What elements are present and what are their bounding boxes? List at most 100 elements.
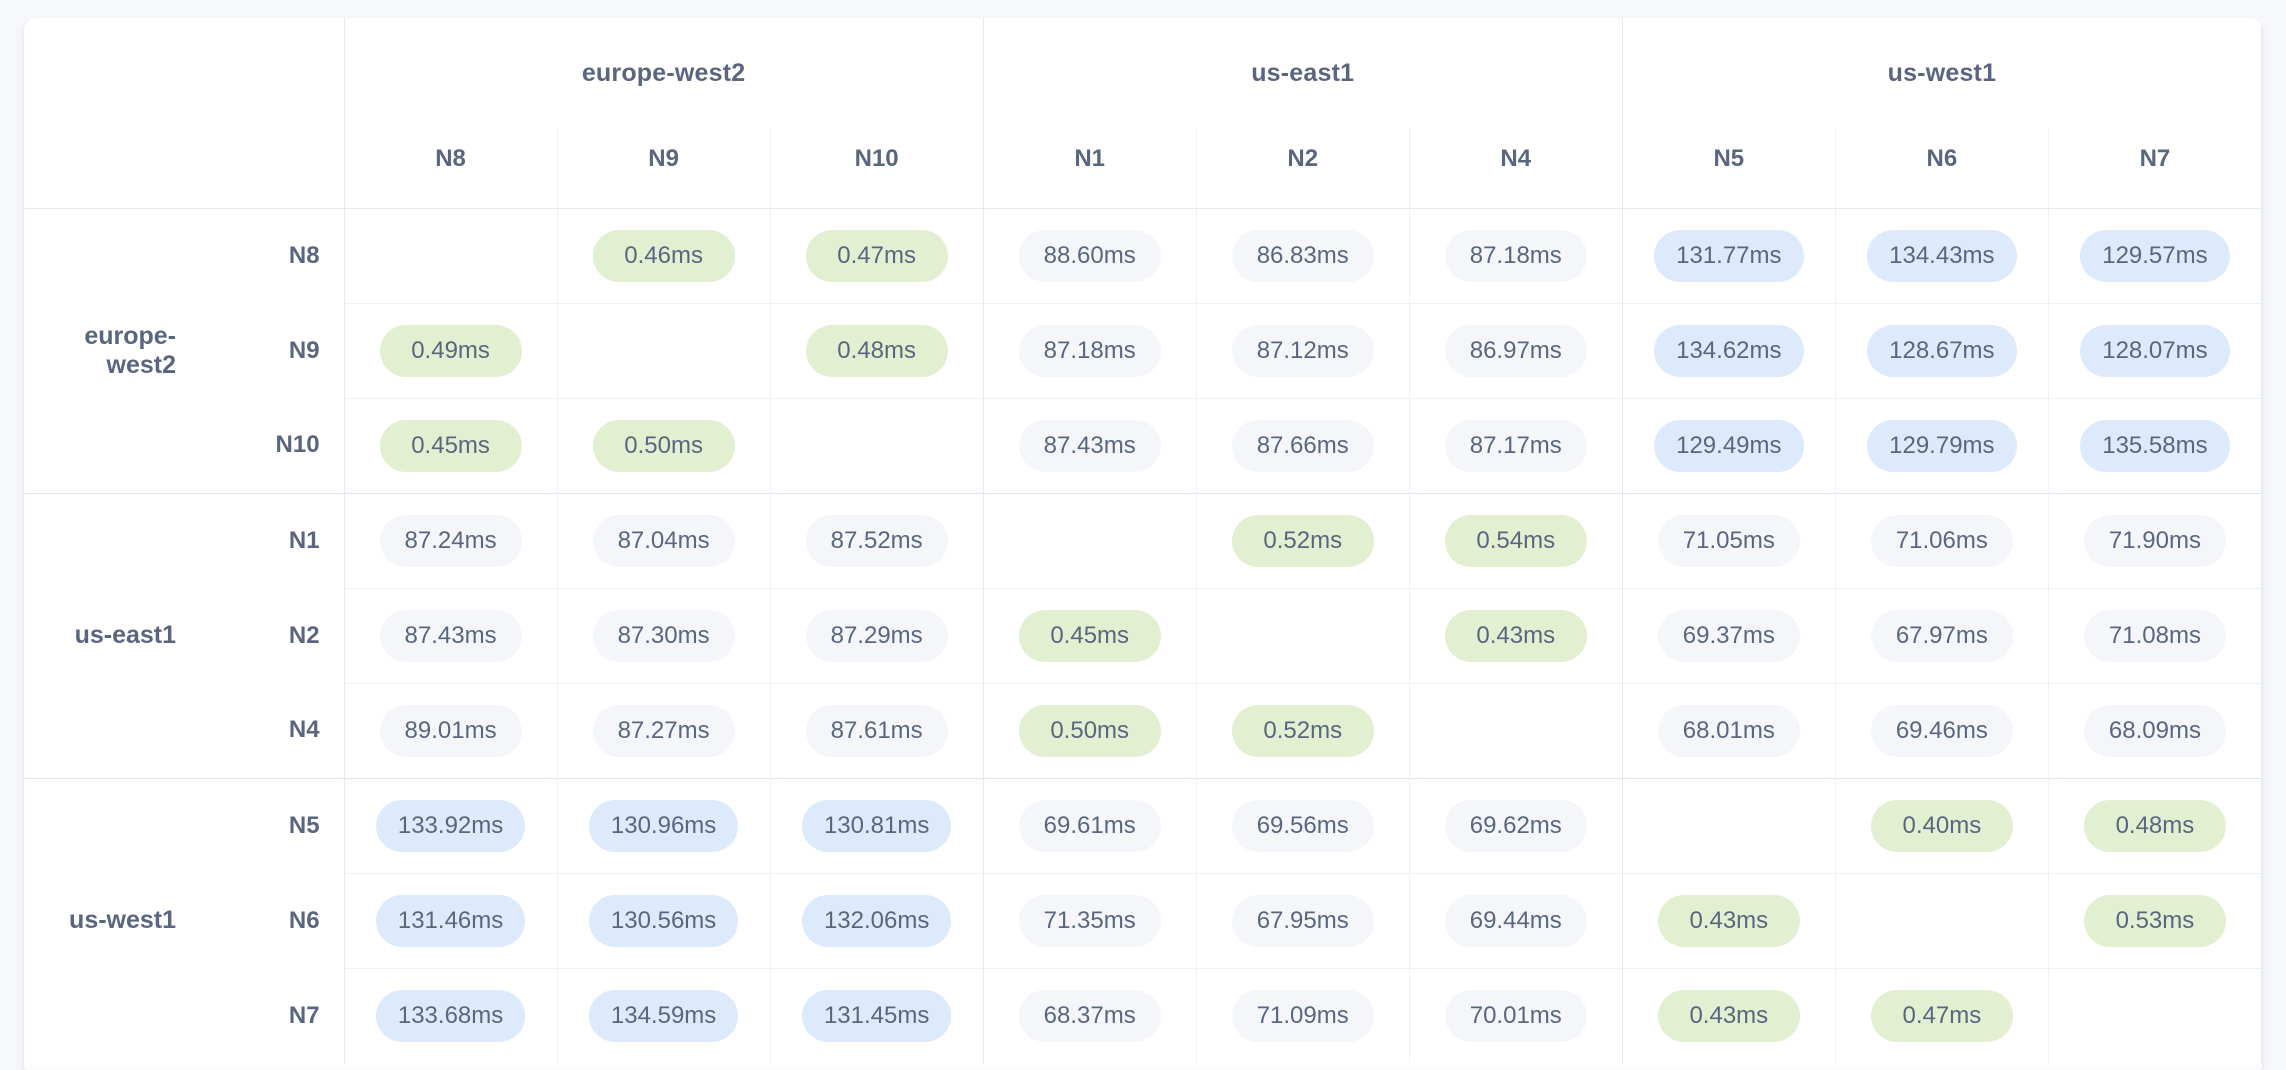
latency-cell-N10-N5[interactable]: 129.49ms xyxy=(1621,397,1836,493)
latency-cell-N2-N9[interactable]: 87.30ms xyxy=(556,587,771,683)
latency-cell-N10-N7[interactable]: 135.58ms xyxy=(2047,397,2262,493)
latency-cell-N10-N10[interactable] xyxy=(769,397,984,493)
latency-pill: 0.53ms xyxy=(2083,894,2226,947)
latency-pill: 129.49ms xyxy=(1654,419,1804,472)
latency-cell-N6-N10[interactable]: 132.06ms xyxy=(769,872,984,968)
latency-cell-N8-N9[interactable]: 0.46ms xyxy=(556,208,771,303)
latency-cell-N5-N9[interactable]: 130.96ms xyxy=(556,777,771,873)
latency-cell-N4-N2[interactable]: 0.52ms xyxy=(1195,682,1410,778)
latency-cell-N4-N5[interactable]: 68.01ms xyxy=(1621,682,1836,778)
latency-cell-N6-N5[interactable]: 0.43ms xyxy=(1621,872,1836,968)
row-node-label-N7: N7 xyxy=(204,968,345,1063)
latency-cell-N6-N4[interactable]: 69.44ms xyxy=(1408,872,1623,968)
latency-cell-N6-N6[interactable] xyxy=(1834,872,2049,968)
latency-cell-N8-N7[interactable]: 129.57ms xyxy=(2047,208,2262,303)
latency-cell-N6-N1[interactable]: 71.35ms xyxy=(982,872,1197,968)
latency-cell-N1-N8[interactable]: 87.24ms xyxy=(343,492,558,588)
latency-cell-N6-N9[interactable]: 130.56ms xyxy=(556,872,771,968)
latency-cell-N7-N7[interactable] xyxy=(2047,967,2262,1063)
latency-cell-N5-N2[interactable]: 69.56ms xyxy=(1195,777,1410,873)
latency-pill: 87.30ms xyxy=(592,609,735,662)
latency-cell-N10-N6[interactable]: 129.79ms xyxy=(1834,397,2049,493)
latency-pill: 87.12ms xyxy=(1231,324,1374,377)
latency-cell-N5-N5[interactable] xyxy=(1621,777,1836,873)
latency-cell-N7-N8[interactable]: 133.68ms xyxy=(343,967,558,1063)
latency-cell-N10-N4[interactable]: 87.17ms xyxy=(1408,397,1623,493)
latency-cell-N4-N6[interactable]: 69.46ms xyxy=(1834,682,2049,778)
latency-cell-N1-N5[interactable]: 71.05ms xyxy=(1621,492,1836,588)
header-corner-cell xyxy=(24,18,345,209)
latency-cell-N4-N4[interactable] xyxy=(1408,682,1623,778)
latency-cell-N8-N8[interactable] xyxy=(343,208,558,303)
latency-cell-N6-N7[interactable]: 0.53ms xyxy=(2047,872,2262,968)
latency-cell-N1-N10[interactable]: 87.52ms xyxy=(769,492,984,588)
latency-cell-N2-N1[interactable]: 0.45ms xyxy=(982,587,1197,683)
latency-cell-N9-N7[interactable]: 128.07ms xyxy=(2047,302,2262,398)
latency-cell-N2-N2[interactable] xyxy=(1195,587,1410,683)
latency-cell-N2-N10[interactable]: 87.29ms xyxy=(769,587,984,683)
latency-cell-N7-N6[interactable]: 0.47ms xyxy=(1834,967,2049,1063)
latency-cell-N9-N5[interactable]: 134.62ms xyxy=(1621,302,1836,398)
latency-pill: 0.43ms xyxy=(1657,894,1800,947)
latency-cell-N10-N2[interactable]: 87.66ms xyxy=(1195,397,1410,493)
latency-cell-N9-N9[interactable] xyxy=(556,302,771,398)
table-row: us-east1 N1 87.24ms 87.04ms 87.52ms 0.52ms 0.5… xyxy=(24,492,2262,778)
latency-cell-N1-N1[interactable] xyxy=(982,492,1197,588)
latency-cell-N1-N2[interactable]: 0.52ms xyxy=(1195,492,1410,588)
latency-cell-N7-N1[interactable]: 68.37ms xyxy=(982,967,1197,1063)
latency-pill: 0.52ms xyxy=(1231,514,1374,567)
latency-cell-N2-N6[interactable]: 67.97ms xyxy=(1834,587,2049,683)
latency-cell-N4-N1[interactable]: 0.50ms xyxy=(982,682,1197,778)
latency-cell-N1-N7[interactable]: 71.90ms xyxy=(2047,492,2262,588)
latency-cell-N4-N8[interactable]: 89.01ms xyxy=(343,682,558,778)
latency-cell-N10-N9[interactable]: 0.50ms xyxy=(556,397,771,493)
latency-cell-N10-N1[interactable]: 87.43ms xyxy=(982,397,1197,493)
latency-cell-N8-N1[interactable]: 88.60ms xyxy=(982,208,1197,303)
latency-cell-N8-N2[interactable]: 86.83ms xyxy=(1195,208,1410,303)
latency-pill: 87.29ms xyxy=(805,609,948,662)
latency-cell-N5-N4[interactable]: 69.62ms xyxy=(1408,777,1623,873)
latency-cell-N5-N6[interactable]: 0.40ms xyxy=(1834,777,2049,873)
latency-cell-N2-N8[interactable]: 87.43ms xyxy=(343,587,558,683)
latency-cell-N5-N8[interactable]: 133.92ms xyxy=(343,777,558,873)
latency-cell-N7-N9[interactable]: 134.59ms xyxy=(556,967,771,1063)
column-node-header-N5: N5 xyxy=(1621,128,1836,209)
latency-cell-N2-N4[interactable]: 0.43ms xyxy=(1408,587,1623,683)
latency-pill: 67.97ms xyxy=(1870,609,2013,662)
latency-cell-N7-N10[interactable]: 131.45ms xyxy=(769,967,984,1063)
latency-cell-N9-N4[interactable]: 86.97ms xyxy=(1408,302,1623,398)
latency-cell-N8-N6[interactable]: 134.43ms xyxy=(1834,208,2049,303)
latency-cell-N6-N2[interactable]: 67.95ms xyxy=(1195,872,1410,968)
latency-cell-N5-N7[interactable]: 0.48ms xyxy=(2047,777,2262,873)
latency-cell-N4-N9[interactable]: 87.27ms xyxy=(556,682,771,778)
latency-cell-N1-N9[interactable]: 87.04ms xyxy=(556,492,771,588)
latency-pill: 70.01ms xyxy=(1444,989,1587,1042)
latency-cell-N9-N1[interactable]: 87.18ms xyxy=(982,302,1197,398)
latency-pill: 87.04ms xyxy=(592,514,735,567)
latency-cell-N7-N2[interactable]: 71.09ms xyxy=(1195,967,1410,1063)
latency-cell-N10-N8[interactable]: 0.45ms xyxy=(343,397,558,493)
latency-cell-N9-N8[interactable]: 0.49ms xyxy=(343,302,558,398)
latency-cell-N5-N10[interactable]: 130.81ms xyxy=(769,777,984,873)
latency-cell-N4-N7[interactable]: 68.09ms xyxy=(2047,682,2262,778)
column-node-header-N7: N7 xyxy=(2047,128,2262,209)
latency-cell-N6-N8[interactable]: 131.46ms xyxy=(343,872,558,968)
latency-cell-N9-N2[interactable]: 87.12ms xyxy=(1195,302,1410,398)
latency-pill: 87.17ms xyxy=(1444,419,1587,472)
latency-cell-N7-N4[interactable]: 70.01ms xyxy=(1408,967,1623,1063)
latency-cell-N2-N5[interactable]: 69.37ms xyxy=(1621,587,1836,683)
latency-pill: 87.27ms xyxy=(592,704,735,757)
table-header: europe-west2 us-east1 us-west1 N8 N9 N10 N1 N2… xyxy=(24,18,2262,209)
latency-cell-N7-N5[interactable]: 0.43ms xyxy=(1621,967,1836,1063)
latency-cell-N9-N6[interactable]: 128.67ms xyxy=(1834,302,2049,398)
latency-cell-N4-N10[interactable]: 87.61ms xyxy=(769,682,984,778)
latency-cell-N2-N7[interactable]: 71.08ms xyxy=(2047,587,2262,683)
latency-cell-N5-N1[interactable]: 69.61ms xyxy=(982,777,1197,873)
latency-cell-N9-N10[interactable]: 0.48ms xyxy=(769,302,984,398)
latency-cell-N1-N4[interactable]: 0.54ms xyxy=(1408,492,1623,588)
latency-cell-N8-N4[interactable]: 87.18ms xyxy=(1408,208,1623,303)
latency-cell-N8-N10[interactable]: 0.47ms xyxy=(769,208,984,303)
latency-cell-N8-N5[interactable]: 131.77ms xyxy=(1621,208,1836,303)
latency-cell-N1-N6[interactable]: 71.06ms xyxy=(1834,492,2049,588)
